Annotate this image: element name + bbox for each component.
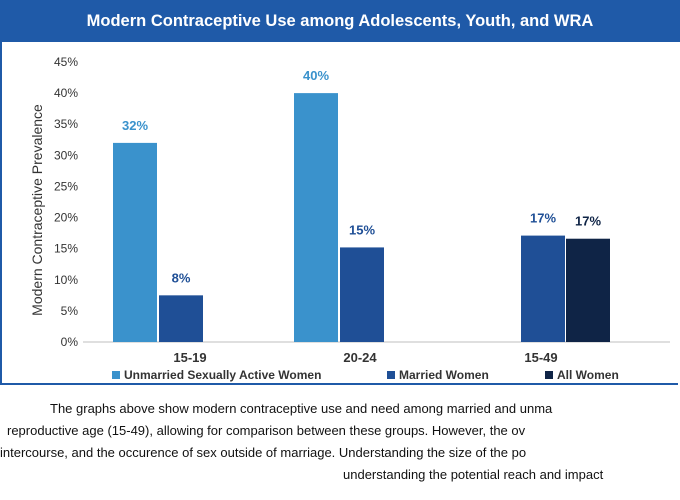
y-axis-label: Modern Contraceptive Prevalence [29,104,45,316]
data-label: 17% [575,214,601,229]
x-tick-label: 15-19 [173,350,206,365]
caption: The graphs above show modern contracepti… [0,398,680,486]
data-label: 40% [303,68,329,83]
bar [294,93,338,342]
bar [159,295,203,342]
y-tick-label: 35% [54,117,78,131]
caption-line-2: reproductive age (15-49), allowing for c… [7,423,526,438]
y-tick-label: 40% [54,86,78,100]
y-tick-label: 15% [54,242,78,256]
legend-label: Married Women [399,368,489,382]
y-tick-label: 10% [54,273,78,287]
caption-line-1: The graphs above show modern contracepti… [50,401,553,416]
data-label: 17% [530,211,556,226]
data-label: 15% [349,222,375,237]
legend-label: Unmarried Sexually Active Women [124,368,321,382]
y-tick-label: 5% [61,304,79,318]
bar [113,142,157,342]
chart-frame [0,0,678,385]
legend-label: All Women [557,368,619,382]
x-tick-label: 20-24 [343,350,377,365]
bar-chart: 0% 5% 10% 15% 20% 25% 30% 35% 40% 45% Modern Contr… [29,55,670,382]
legend-swatch [112,371,120,379]
y-tick-label: 25% [54,179,78,193]
caption-line-3: intercourse, and the occurence of sex ou… [0,445,527,460]
data-label: 8% [172,270,191,285]
x-tick-label: 15-49 [524,350,557,365]
bar [566,238,610,342]
y-tick-label: 30% [54,148,78,162]
chart-title: Modern Contraceptive Use among Adolescen… [0,0,680,42]
y-tick-label: 0% [61,335,79,349]
legend-swatch [387,371,395,379]
bar [340,247,384,342]
data-label: 32% [122,118,148,133]
legend-swatch [545,371,553,379]
y-tick-label: 20% [54,211,78,225]
y-tick-label: 45% [54,55,78,69]
caption-line-4: understanding the potential reach and im… [343,467,604,482]
bar [521,235,565,342]
